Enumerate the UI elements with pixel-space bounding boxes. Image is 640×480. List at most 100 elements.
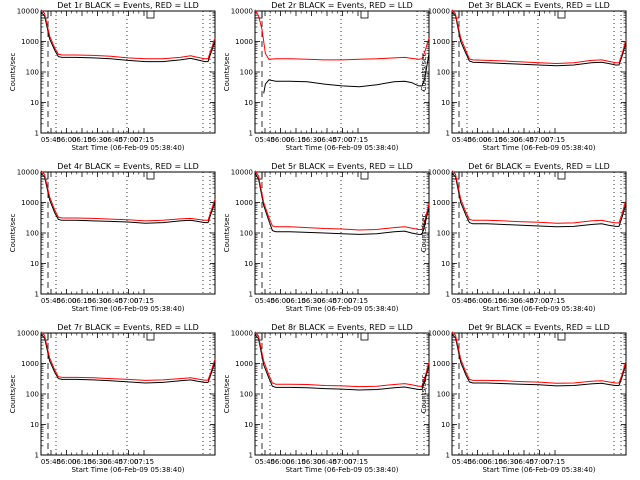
panel-title: Det 6r BLACK = Events, RED = LLD: [468, 162, 610, 171]
x-tick-label: 06:00: [56, 136, 76, 144]
x-tick-label: 06:45: [103, 136, 123, 144]
y-tick-label: 100: [437, 391, 450, 399]
y-tick-label: 10000: [428, 330, 450, 338]
x-tick-label: 06:00: [56, 458, 76, 466]
plot-frame: [254, 332, 430, 456]
x-tick-label: 05:45: [452, 136, 472, 144]
x-tick-label: 05:45: [41, 458, 61, 466]
series-lld-line: [451, 331, 627, 384]
series-lld-line: [254, 170, 430, 231]
series-events-line: [451, 12, 627, 67]
x-tick-label: 06:00: [467, 458, 487, 466]
x-tick-label: 06:00: [270, 136, 290, 144]
y-tick-label: 10000: [17, 330, 39, 338]
y-tick-label: 10000: [428, 169, 450, 177]
x-axis-label: Start Time (06-Feb-09 05:38:40): [482, 466, 595, 474]
panel-det-7: Det 7r BLACK = Events, RED = LLD 1 10 100 10…: [9, 323, 216, 474]
y-tick-label: 10: [244, 421, 253, 429]
corner-box-marker: [557, 10, 566, 19]
y-axis-label: Counts/sec: [9, 375, 17, 414]
corner-box-marker: [254, 10, 263, 19]
x-tick-label: 05:45: [255, 458, 275, 466]
y-tick-label: 10000: [231, 8, 253, 16]
y-tick-label: 1000: [432, 360, 450, 368]
x-tick-label: 05:45: [452, 458, 472, 466]
x-tick-label: 07:15: [545, 297, 565, 305]
y-tick-label: 100: [437, 230, 450, 238]
x-tick-label: 06:15: [72, 297, 92, 305]
y-tick-label: 100: [240, 391, 253, 399]
x-tick-label: 06:00: [467, 297, 487, 305]
series-events-line: [254, 173, 430, 235]
corner-box-marker: [557, 171, 566, 180]
x-tick-label: 07:15: [545, 458, 565, 466]
y-tick-label: 10: [30, 260, 39, 268]
x-tick-label: 06:30: [87, 136, 107, 144]
x-tick-label: 06:00: [467, 136, 487, 144]
x-tick-label: 06:15: [286, 297, 306, 305]
x-tick-label: 06:45: [514, 458, 534, 466]
y-tick-label: 10: [244, 99, 253, 107]
panel-det-2: Det 2r BLACK = Events, RED = LLD 1 10 100 10…: [223, 1, 430, 152]
panel-det-5: Det 5r BLACK = Events, RED = LLD 1 10 100 10…: [223, 162, 430, 313]
corner-box-marker: [146, 171, 155, 180]
y-tick-label: 1: [446, 452, 450, 460]
y-tick-label: 1: [35, 130, 39, 138]
plot-frame: [451, 10, 627, 134]
x-tick-label: 07:00: [332, 458, 352, 466]
series-events-line: [40, 173, 216, 224]
x-tick-label: 06:30: [498, 136, 518, 144]
y-tick-label: 100: [240, 69, 253, 77]
series-events-line: [451, 173, 627, 228]
series-lld-line: [40, 170, 216, 222]
y-tick-label: 1000: [235, 38, 253, 46]
y-tick-label: 10000: [17, 8, 39, 16]
series-events-line: [451, 334, 627, 387]
corner-box-marker: [146, 10, 155, 19]
plot-frame: [254, 171, 430, 295]
y-tick-label: 10: [30, 421, 39, 429]
x-tick-label: 06:45: [317, 458, 337, 466]
x-tick-label: 06:15: [286, 458, 306, 466]
y-axis-label: Counts/sec: [223, 53, 231, 92]
x-tick-label: 06:45: [514, 297, 534, 305]
x-tick-label: 07:00: [529, 458, 549, 466]
x-tick-label: 05:45: [452, 297, 472, 305]
x-tick-label: 07:00: [332, 136, 352, 144]
y-tick-label: 1000: [235, 360, 253, 368]
panel-title: Det 1r BLACK = Events, RED = LLD: [57, 1, 199, 10]
y-tick-label: 10: [441, 99, 450, 107]
y-axis-label: Counts/sec: [420, 214, 428, 253]
corner-box-marker: [360, 332, 369, 341]
x-axis-label: Start Time (06-Feb-09 05:38:40): [285, 305, 398, 313]
corner-box-marker: [557, 332, 566, 341]
panel-det-1: Det 1r BLACK = Events, RED = LLD 1 10 100 10…: [9, 1, 216, 152]
y-tick-label: 1000: [21, 38, 39, 46]
y-axis-label: Counts/sec: [420, 375, 428, 414]
x-tick-label: 06:45: [103, 458, 123, 466]
series-lld-line: [451, 170, 627, 224]
y-axis-label: Counts/sec: [223, 375, 231, 414]
y-axis-label: Counts/sec: [223, 214, 231, 253]
x-tick-label: 06:15: [483, 458, 503, 466]
x-tick-label: 07:15: [134, 136, 154, 144]
y-tick-label: 1: [446, 291, 450, 299]
panel-title: Det 7r BLACK = Events, RED = LLD: [57, 323, 199, 332]
panel-det-8: Det 8r BLACK = Events, RED = LLD 1 10 100 10…: [223, 323, 430, 474]
panel-title: Det 2r BLACK = Events, RED = LLD: [271, 1, 413, 10]
series-events-line: [254, 334, 430, 391]
x-axis-label: Start Time (06-Feb-09 05:38:40): [482, 305, 595, 313]
x-tick-label: 07:00: [118, 136, 138, 144]
plot-frame: [451, 171, 627, 295]
x-axis-label: Start Time (06-Feb-09 05:38:40): [71, 466, 184, 474]
x-tick-label: 05:45: [255, 297, 275, 305]
y-tick-label: 1000: [235, 199, 253, 207]
y-tick-label: 10000: [231, 330, 253, 338]
series-events-line: [263, 53, 430, 94]
x-tick-label: 06:30: [301, 458, 321, 466]
y-tick-label: 1000: [432, 199, 450, 207]
series-lld-line: [40, 9, 216, 60]
y-tick-label: 1: [249, 452, 253, 460]
x-tick-label: 05:45: [41, 297, 61, 305]
